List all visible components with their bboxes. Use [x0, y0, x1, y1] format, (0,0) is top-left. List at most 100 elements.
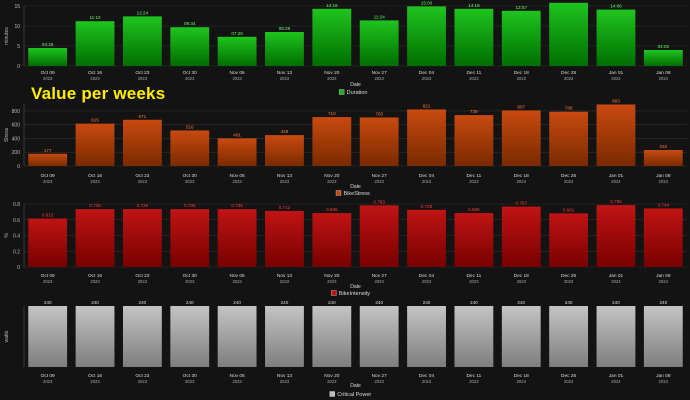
x-tick-year-label: 2023: [185, 76, 195, 81]
x-tick-label: Jan 01: [609, 373, 624, 379]
x-tick-year-label: 2023: [90, 179, 100, 184]
data-label: 671: [139, 114, 147, 119]
x-tick-year-label: 2023: [43, 279, 53, 284]
x-tick-year-label: 2023: [185, 379, 195, 384]
x-tick-label: Nov 20: [324, 373, 340, 379]
legend-label: Duration: [347, 90, 368, 96]
legend-swatch: [331, 290, 337, 296]
bar: [312, 117, 352, 166]
data-label: 14:18: [326, 3, 338, 8]
bar: [359, 306, 399, 367]
x-tick-label: Oct 23: [135, 173, 149, 179]
x-axis-label: Date: [350, 383, 361, 389]
x-tick-label: Jan 08: [656, 373, 671, 379]
y-tick-label: 10: [14, 24, 20, 30]
legend-swatch: [338, 89, 345, 95]
data-label: 240: [470, 300, 478, 305]
x-tick-year-label: 2024: [659, 379, 669, 384]
bar: [122, 16, 162, 66]
bar: [28, 218, 68, 267]
data-label: 807: [517, 104, 525, 109]
x-tick-label: Jan 01: [609, 173, 624, 179]
bar: [596, 9, 636, 67]
x-tick-year-label: 2023: [280, 379, 290, 384]
data-label: 240: [517, 300, 525, 305]
data-label: 0.685: [326, 207, 338, 212]
data-label: 14:06: [610, 4, 622, 9]
x-tick-label: Jan 08: [656, 273, 671, 279]
bar: [359, 20, 399, 66]
x-tick-label: Dec 04: [419, 70, 435, 76]
data-label: 0.712: [279, 205, 291, 210]
data-label: 705: [375, 111, 383, 116]
legend-label: BikeIntensity: [339, 291, 370, 297]
x-axis-label: Date: [350, 184, 361, 190]
data-label: 240: [612, 300, 620, 305]
data-label: 615: [91, 118, 99, 123]
x-tick-label: Oct 09: [41, 273, 55, 279]
x-tick-label: Nov 06: [230, 373, 246, 379]
x-tick-label: Oct 16: [88, 70, 102, 76]
bar: [75, 21, 115, 66]
data-label: 240: [328, 300, 336, 305]
legend-label: BikeStress: [344, 191, 371, 197]
data-label: 0.744: [658, 202, 670, 207]
bar: [359, 205, 399, 267]
bar: [549, 111, 589, 166]
data-label: 177: [44, 148, 52, 153]
x-tick-label: Jan 01: [609, 70, 624, 76]
bar: [549, 2, 589, 67]
data-label: 240: [423, 300, 431, 305]
bar: [265, 210, 304, 267]
bar: [122, 209, 162, 267]
x-tick-label: Dec 11: [466, 70, 481, 76]
data-label: 07:20: [231, 31, 243, 36]
x-tick-year-label: 2023: [327, 76, 337, 81]
x-tick-label: Dec 18: [514, 70, 530, 76]
data-label: 240: [565, 300, 573, 305]
x-tick-label: Dec 11: [466, 373, 481, 379]
x-tick-year-label: 2023: [375, 76, 385, 81]
data-label: 0.685: [468, 207, 480, 212]
bar: [170, 209, 210, 267]
bar: [170, 306, 210, 367]
x-tick-year-label: 2023: [469, 379, 479, 384]
x-tick-label: Nov 06: [230, 173, 246, 179]
bar: [217, 36, 257, 66]
x-tick-year-label: 2023: [90, 76, 100, 81]
data-label: 13:57: [516, 5, 528, 10]
x-tick-label: Dec 18: [514, 373, 530, 379]
bar: [596, 205, 636, 267]
data-label: 516: [186, 124, 194, 129]
x-tick-label: Oct 23: [135, 70, 149, 76]
x-tick-year-label: 2023: [469, 279, 479, 284]
y-tick-label: 0: [17, 64, 20, 70]
bar: [359, 117, 399, 166]
x-tick-year-label: 2023: [327, 379, 337, 384]
bar: [75, 306, 115, 367]
x-tick-label: Dec 11: [466, 273, 481, 279]
data-label: 240: [91, 300, 99, 305]
data-label: 04:28: [42, 42, 54, 47]
x-tick-year-label: 2023: [422, 379, 432, 384]
bar: [28, 306, 68, 367]
x-tick-year-label: 2023: [422, 76, 432, 81]
x-tick-label: Jan 08: [656, 70, 671, 76]
x-tick-label: Nov 20: [324, 70, 340, 76]
bar: [407, 6, 446, 66]
x-tick-label: Oct 09: [41, 173, 55, 179]
data-label: 821: [423, 103, 431, 108]
legend-swatch: [335, 190, 342, 196]
data-label: 0.783: [373, 199, 385, 204]
data-label: 710: [328, 111, 336, 116]
bar: [454, 115, 494, 166]
x-tick-year-label: 2023: [232, 76, 242, 81]
data-label: 0.736: [137, 203, 149, 208]
data-label: 240: [375, 300, 383, 305]
bar: [28, 153, 68, 166]
y-tick-label: 0: [17, 265, 20, 271]
x-tick-label: Dec 25: [561, 70, 577, 76]
x-tick-label: Nov 13: [277, 173, 293, 179]
x-tick-label: Oct 09: [41, 70, 55, 76]
